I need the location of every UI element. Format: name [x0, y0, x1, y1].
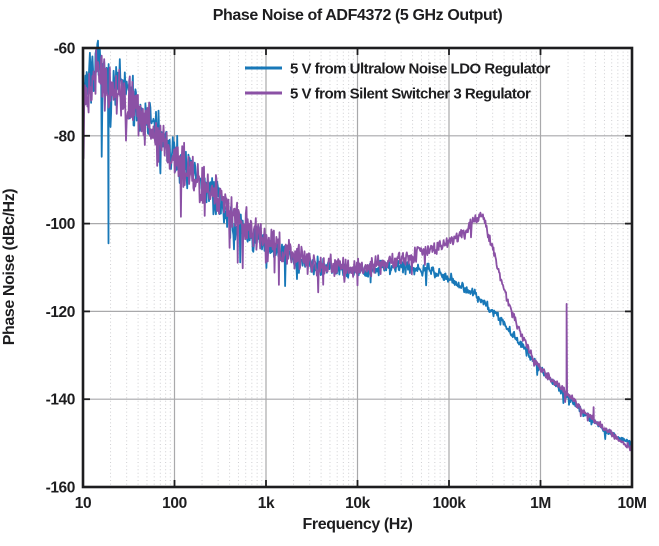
legend-label-0: 5 V from Ultralow Noise LDO Regulator: [290, 61, 551, 78]
x-tick-label: 100k: [433, 495, 467, 512]
y-tick-label: -120: [46, 304, 75, 321]
y-tick-label: -160: [46, 480, 75, 497]
x-tick-label: 10M: [618, 495, 647, 512]
x-tick-label: 1k: [258, 495, 275, 512]
x-axis-title: Frequency (Hz): [302, 516, 413, 533]
chart-title: Phase Noise of ADF4372 (5 GHz Output): [212, 7, 503, 24]
x-tick-label: 10k: [345, 495, 370, 512]
y-tick-label: -60: [54, 41, 75, 58]
y-tick-label: -80: [54, 128, 75, 145]
series-line-1: [82, 49, 633, 452]
y-tick-label: -140: [46, 392, 75, 409]
x-tick-label: 100: [162, 495, 187, 512]
x-tick-label: 1M: [530, 495, 551, 512]
y-axis-title: Phase Noise (dBc/Hz): [1, 188, 18, 346]
x-tick-label: 10: [75, 495, 91, 512]
legend-label-1: 5 V from Silent Switcher 3 Regulator: [290, 86, 531, 103]
y-tick-label: -100: [46, 216, 75, 233]
